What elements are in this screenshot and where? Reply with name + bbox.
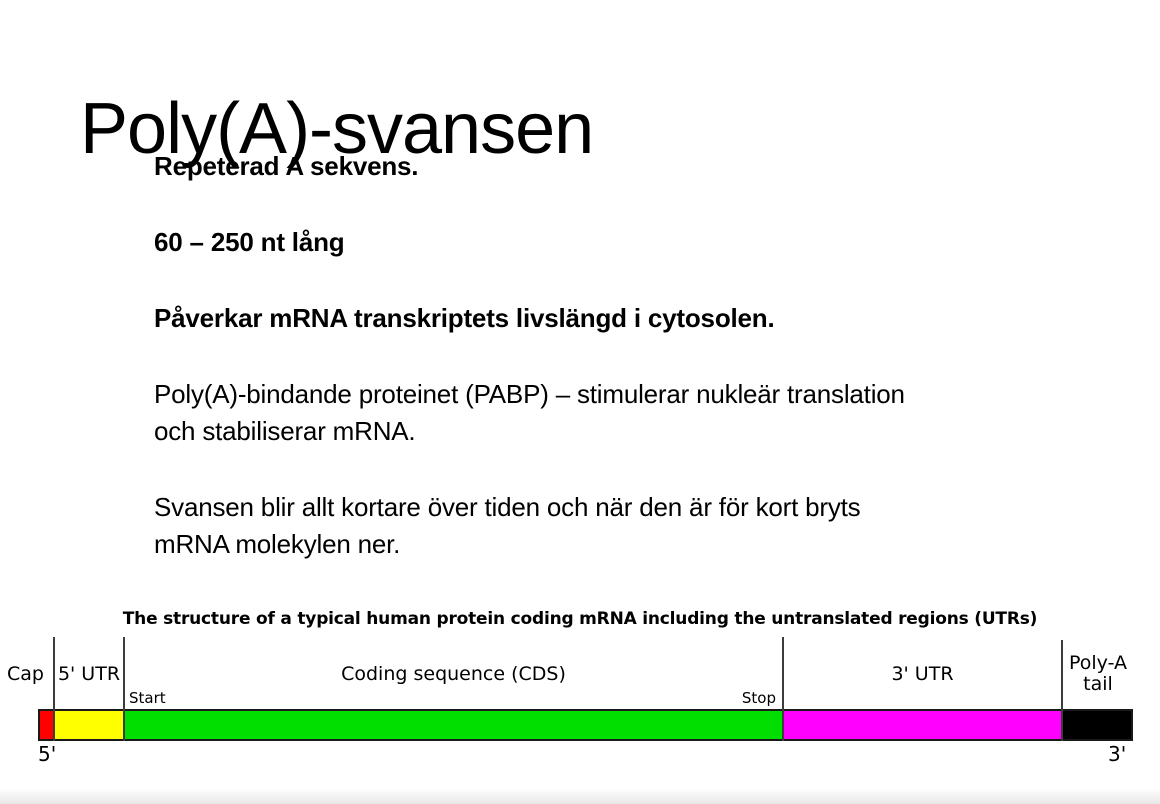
paragraph-line: Svansen blir allt kortare över tiden och…	[154, 492, 861, 522]
label-5utr: 5' UTR	[57, 663, 121, 685]
label-polya-tail: Poly-A tail	[1055, 653, 1141, 695]
label-cds: Coding sequence (CDS)	[341, 663, 566, 685]
segment-polya-tail	[1063, 711, 1131, 739]
paragraph-line: mRNA molekylen ner.	[154, 529, 401, 559]
label-start: Start	[129, 689, 166, 707]
page-title: Poly(A)-svansen	[80, 89, 594, 170]
segment-cds	[125, 711, 784, 739]
diagram-title: The structure of a typical human protein…	[122, 609, 1038, 629]
paragraph-lifespan: Påverkar mRNA transkriptets livslängd i …	[154, 300, 1024, 337]
body-text-block: Repeterad A sekvens. 60 – 250 nt lång På…	[154, 148, 1024, 602]
paragraph-pabp: Poly(A)-bindande proteinet (PABP) – stim…	[154, 376, 1024, 450]
label-polya-line1: Poly-A	[1068, 652, 1128, 674]
label-polya-line2: tail	[1083, 673, 1113, 695]
label-5-prime-end: 5'	[38, 742, 57, 766]
label-stop: Stop	[741, 689, 776, 707]
label-3utr: 3' UTR	[891, 663, 954, 685]
bottom-edge-shade	[0, 788, 1160, 804]
paragraph-repeated-a: Repeterad A sekvens.	[154, 148, 1024, 185]
boundary-line-start	[123, 637, 125, 741]
label-cap: Cap	[7, 663, 44, 685]
boundary-line-stop	[782, 637, 784, 741]
paragraph-line: Repeterad A sekvens.	[154, 151, 419, 181]
paragraph-line: 60 – 250 nt lång	[154, 227, 345, 257]
mrna-bar	[38, 709, 1133, 741]
segment-3utr	[784, 711, 1063, 739]
segment-5utr	[55, 711, 125, 739]
boundary-line-cap-5utr	[53, 637, 55, 741]
paragraph-length: 60 – 250 nt lång	[154, 224, 1024, 261]
paragraph-line: Påverkar mRNA transkriptets livslängd i …	[154, 303, 775, 333]
paragraph-line: och stabiliserar mRNA.	[154, 416, 416, 446]
label-3-prime-end: 3'	[1108, 742, 1127, 766]
boundary-line-polya	[1061, 640, 1063, 741]
segment-cap	[40, 711, 55, 739]
paragraph-line: Poly(A)-bindande proteinet (PABP) – stim…	[154, 379, 905, 409]
paragraph-shortening: Svansen blir allt kortare över tiden och…	[154, 489, 1024, 563]
